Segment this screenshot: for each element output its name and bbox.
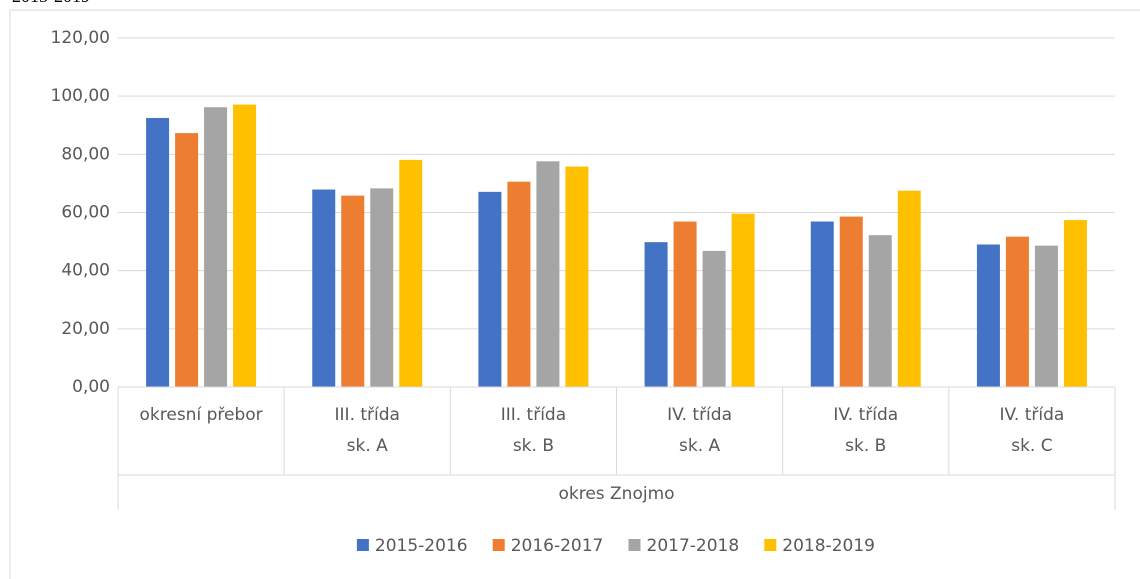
bar: [731, 213, 755, 387]
x-tick-label: okresní přebor: [140, 405, 263, 425]
bar: [370, 188, 394, 387]
bar: [204, 107, 228, 388]
y-tick-label: 100,00: [51, 86, 110, 106]
y-tick-label: 40,00: [61, 261, 110, 281]
legend-swatch: [356, 539, 369, 551]
bar: [1063, 220, 1087, 387]
y-tick-label: 120,00: [51, 28, 110, 48]
bar: [976, 244, 1000, 387]
bar: [868, 235, 892, 387]
x-tick-label: IV. třída sk. C: [999, 405, 1064, 456]
bar: [399, 159, 423, 387]
legend-swatch: [492, 539, 505, 551]
bar: [478, 191, 502, 387]
chart-border: [9, 9, 1140, 579]
bar: [565, 166, 589, 387]
bar: [233, 104, 257, 387]
bar: [839, 216, 863, 387]
bar: [341, 195, 365, 387]
group-label: okres Znojmo: [558, 484, 674, 504]
legend-swatch: [764, 539, 777, 551]
bar: [536, 161, 560, 387]
legend-label: 2016-2017: [511, 536, 604, 556]
legend-swatch: [628, 539, 641, 551]
x-tick-label: IV. třída sk. A: [667, 405, 732, 456]
bar: [897, 190, 921, 387]
legend-label: 2015-2016: [375, 536, 468, 556]
legend-label: 2018-2019: [782, 536, 875, 556]
bar: [507, 181, 531, 387]
bar: [702, 250, 726, 387]
bar: [644, 242, 668, 387]
chart-title: 2015-2019: [12, 0, 90, 6]
y-tick-label: 0,00: [72, 377, 110, 397]
bar: [1034, 245, 1058, 387]
bar: [146, 117, 170, 388]
x-tick-label: III. třída sk. B: [501, 405, 566, 456]
legend-label: 2017-2018: [647, 536, 740, 556]
y-tick-label: 80,00: [61, 144, 110, 164]
bar: [312, 189, 336, 387]
y-tick-label: 60,00: [61, 203, 110, 223]
bar: [673, 221, 697, 387]
y-tick-label: 20,00: [61, 319, 110, 339]
bar: [175, 133, 199, 387]
x-tick-label: IV. třída sk. B: [833, 405, 898, 456]
x-tick-label: III. třída sk. A: [335, 405, 400, 456]
bar: [1005, 236, 1029, 387]
bar: [810, 221, 834, 387]
